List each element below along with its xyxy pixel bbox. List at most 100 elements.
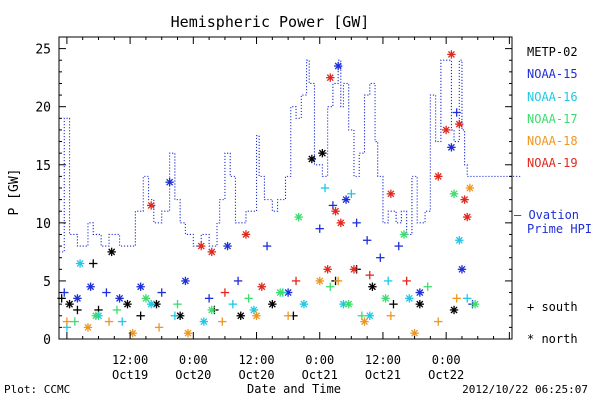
- x-tick-label-time: 0:00: [432, 353, 461, 367]
- point-metp-02-north: [318, 148, 327, 158]
- point-metp-02-south: [89, 259, 98, 268]
- legend-noaa-18: NOAA-18: [527, 134, 578, 148]
- data-points: [57, 50, 480, 338]
- point-noaa-17-north: [141, 294, 151, 303]
- point-noaa-16-south: [463, 294, 472, 303]
- point-noaa-15-south: [233, 276, 243, 286]
- point-noaa-16-south: [228, 299, 238, 309]
- point-noaa-17-north: [207, 305, 216, 315]
- x-tick-label-date: Oct20: [175, 368, 211, 382]
- point-noaa-19-south: [220, 288, 230, 297]
- point-noaa-19-north: [349, 265, 359, 274]
- plot-credit: Plot: CCMC: [4, 383, 70, 396]
- point-metp-02-north: [65, 299, 74, 309]
- ovation-line: [59, 59, 522, 253]
- point-noaa-17-south: [112, 305, 122, 315]
- point-noaa-17-south: [173, 299, 182, 309]
- x-tick-label-date: Oct21: [302, 368, 338, 382]
- point-noaa-16-north: [146, 299, 156, 309]
- point-metp-02-north: [368, 282, 377, 291]
- legend-metp-02: METP-02: [527, 45, 578, 59]
- point-noaa-17-north: [91, 311, 101, 320]
- x-tick-label-date: Oct20: [238, 368, 274, 382]
- point-noaa-17-north: [294, 212, 303, 222]
- point-noaa-16-south: [118, 317, 127, 326]
- point-noaa-15-north: [115, 294, 124, 303]
- point-noaa-19-north: [241, 230, 251, 239]
- point-noaa-19-north: [434, 172, 443, 181]
- point-noaa-18-north: [252, 311, 261, 320]
- y-tick-label: 20: [35, 101, 51, 116]
- point-noaa-17-north: [399, 230, 409, 239]
- point-noaa-17-south: [423, 282, 432, 291]
- point-metp-02-north: [449, 305, 459, 315]
- point-metp-02-north: [307, 154, 317, 164]
- point-noaa-19-north: [326, 73, 335, 82]
- point-metp-02-north: [123, 299, 132, 309]
- x-tick-label-date: Oct22: [428, 368, 464, 382]
- x-axis: 12:00Oct190:00Oct2012:00Oct200:00Oct2112…: [66, 37, 510, 382]
- point-noaa-17-north: [381, 294, 390, 303]
- point-noaa-19-north: [331, 207, 340, 216]
- point-noaa-16-north: [199, 317, 209, 326]
- point-noaa-18-south: [62, 317, 72, 326]
- point-noaa-15-south: [362, 236, 372, 245]
- y-tick-label: 25: [35, 43, 51, 58]
- point-noaa-19-north: [460, 195, 469, 204]
- point-noaa-18-south: [333, 276, 343, 286]
- point-noaa-16-south: [347, 189, 356, 199]
- point-noaa-15-south: [452, 108, 461, 117]
- point-noaa-19-north: [257, 282, 266, 291]
- x-tick-label-time: 12:00: [112, 353, 148, 367]
- point-noaa-15-north: [165, 177, 174, 187]
- point-noaa-18-south: [104, 317, 114, 326]
- point-metp-02-north: [268, 299, 277, 309]
- point-noaa-19-south: [402, 276, 411, 286]
- point-noaa-15-south: [102, 288, 111, 297]
- x-tick-label-time: 12:00: [365, 353, 401, 367]
- legend-noaa-15: NOAA-15: [527, 67, 578, 81]
- point-noaa-15-south: [157, 288, 166, 297]
- point-noaa-15-north: [136, 282, 145, 291]
- point-noaa-18-south: [386, 311, 396, 320]
- ovation-step-line: [59, 59, 512, 253]
- point-metp-02-north: [107, 247, 116, 257]
- legend-noaa-16: NOAA-16: [527, 90, 578, 104]
- point-noaa-18-north: [128, 328, 137, 338]
- chart-title: Hemispheric Power [GW]: [171, 13, 370, 31]
- point-noaa-18-south: [283, 311, 293, 320]
- point-noaa-15-north: [341, 195, 351, 204]
- point-metp-02-south: [73, 305, 82, 315]
- point-noaa-15-north: [333, 61, 343, 71]
- point-noaa-17-north: [449, 189, 459, 199]
- point-noaa-16-north: [75, 259, 85, 268]
- point-metp-02-south: [57, 294, 66, 303]
- point-metp-02-south: [136, 311, 145, 320]
- point-noaa-17-south: [244, 294, 253, 303]
- point-noaa-17-north: [344, 299, 353, 309]
- point-noaa-15-south: [262, 241, 272, 251]
- x-tick-label-date: Oct21: [365, 368, 401, 382]
- legend-ovation-line1: — Ovation: [514, 208, 579, 222]
- point-noaa-19-north: [386, 189, 396, 199]
- x-tick-label-date: Oct19: [112, 368, 148, 382]
- x-tick-label-time: 0:00: [179, 353, 208, 367]
- point-noaa-18-south: [218, 317, 227, 326]
- point-noaa-15-south: [376, 253, 385, 262]
- point-noaa-17-north: [470, 299, 480, 309]
- point-noaa-18-north: [183, 328, 193, 338]
- point-noaa-19-north: [455, 119, 464, 129]
- point-metp-02-south: [389, 299, 398, 309]
- point-noaa-18-north: [465, 183, 475, 193]
- point-noaa-15-north: [86, 282, 95, 291]
- point-noaa-16-north: [299, 299, 309, 309]
- point-noaa-15-south: [394, 241, 403, 251]
- point-noaa-18-south: [434, 317, 443, 326]
- point-noaa-18-north: [83, 323, 93, 332]
- point-noaa-19-south: [365, 270, 374, 280]
- point-metp-02-north: [236, 311, 245, 320]
- point-noaa-15-south: [204, 294, 214, 303]
- point-noaa-18-north: [360, 317, 369, 326]
- point-metp-02-north: [415, 299, 425, 309]
